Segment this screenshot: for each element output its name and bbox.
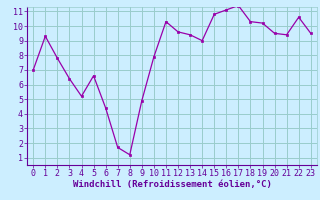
X-axis label: Windchill (Refroidissement éolien,°C): Windchill (Refroidissement éolien,°C) bbox=[73, 180, 271, 189]
